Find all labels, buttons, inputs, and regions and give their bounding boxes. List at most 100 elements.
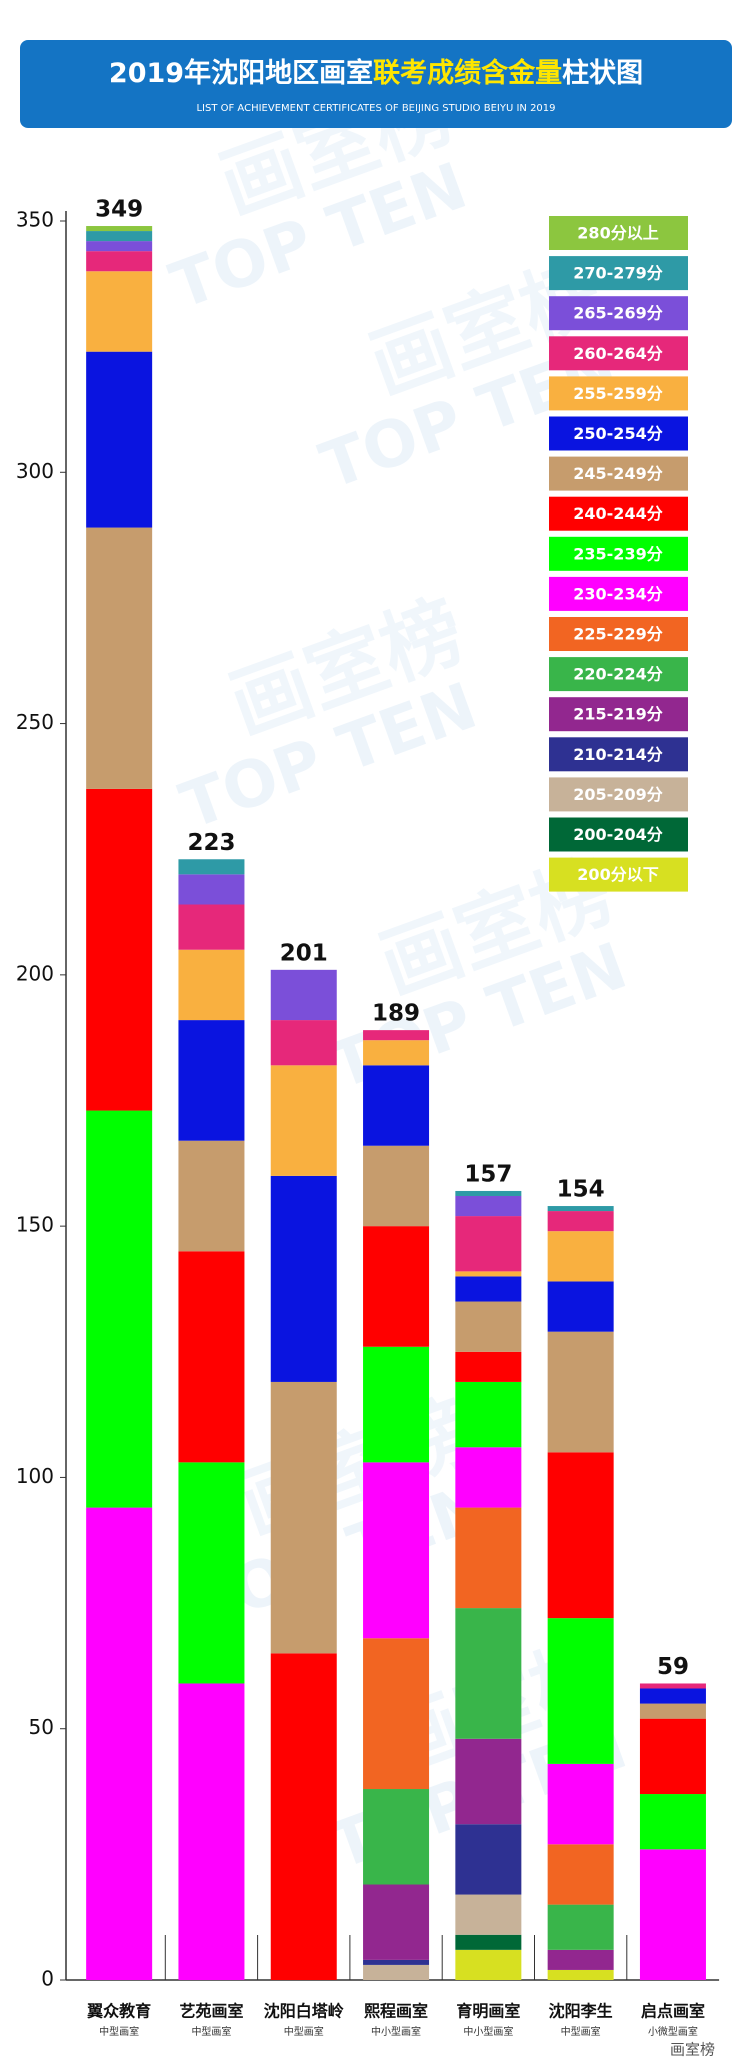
- y-tick-label: 350: [16, 208, 54, 232]
- bar-segment: [86, 527, 153, 789]
- bar-segment: [363, 1145, 430, 1227]
- legend-swatch: [549, 737, 688, 772]
- bar-segment: [639, 1703, 706, 1719]
- bar-segment: [547, 1206, 614, 1212]
- bar-segment: [455, 1738, 522, 1825]
- bar-segment: [270, 1175, 337, 1382]
- bar-segment: [86, 351, 153, 528]
- bar-segment: [178, 874, 245, 905]
- bar-segment: [363, 1226, 430, 1347]
- total-label: 223: [187, 830, 235, 856]
- bar-segment: [547, 1763, 614, 1845]
- bar-segment: [639, 1794, 706, 1850]
- bar-segment: [639, 1849, 706, 1980]
- total-label: 189: [372, 1001, 420, 1027]
- legend-label: 200-204分: [573, 825, 662, 844]
- bar-segment: [639, 1688, 706, 1704]
- y-tick-label: 150: [16, 1213, 54, 1237]
- bar-segment: [455, 1351, 522, 1382]
- legend-label: 240-244分: [573, 504, 662, 523]
- bar-segment: [455, 1381, 522, 1448]
- chart-title: 2019年沈阳地区画室联考成绩含金量柱状图: [109, 57, 643, 89]
- legend-swatch: [549, 536, 688, 571]
- legend-label: 270-279分: [573, 264, 662, 283]
- bar-segment: [363, 1789, 430, 1885]
- bar-segment: [455, 1195, 522, 1217]
- x-tick-label: 启点画室: [641, 2002, 705, 2021]
- legend-swatch: [549, 777, 688, 812]
- bar-segment: [547, 1949, 614, 1970]
- credit: 画室榜: [670, 2041, 715, 2059]
- bar-segment: [363, 1065, 430, 1146]
- bar-segment: [178, 1140, 245, 1252]
- bar-segment: [547, 1211, 614, 1232]
- category-note: 中型画室: [561, 2025, 601, 2038]
- total-label: 349: [95, 197, 143, 223]
- legend-swatch: [549, 216, 688, 250]
- chart-subtitle: LIST OF ACHIEVEMENT CERTIFICATES OF BEIJ…: [196, 103, 555, 114]
- category-note: 中型画室: [284, 2025, 324, 2038]
- bar-segment: [455, 1190, 522, 1196]
- bar-segment: [455, 1447, 522, 1508]
- bar-segment: [547, 1331, 614, 1453]
- title-banner: [20, 40, 732, 128]
- bar-segment: [547, 1231, 614, 1282]
- legend-label: 250-254分: [573, 424, 662, 443]
- bar-segment: [547, 1904, 614, 1950]
- title-part: 柱状图: [562, 58, 643, 89]
- legend-swatch: [549, 296, 688, 331]
- bar-segment: [178, 1462, 245, 1684]
- legend-label: 245-249分: [573, 464, 662, 483]
- category-note: 中小型画室: [371, 2025, 421, 2038]
- legend-swatch: [549, 857, 688, 892]
- y-tick-label: 250: [16, 710, 54, 734]
- bar-segment: [547, 1281, 614, 1332]
- legend-label: 265-269分: [573, 304, 662, 323]
- bar-segment: [270, 1065, 337, 1176]
- bar-segment: [86, 788, 153, 1111]
- bar-segment: [270, 969, 337, 1021]
- bar-segment: [178, 1251, 245, 1463]
- legend-label: 215-219分: [573, 705, 662, 724]
- legend-label: 230-234分: [573, 584, 662, 603]
- x-tick-label: 沈阳白塔岭: [264, 2002, 344, 2021]
- bar-segment: [178, 904, 245, 950]
- bar-segment: [363, 1462, 430, 1639]
- x-tick-label: 艺苑画室: [179, 2002, 243, 2021]
- legend-label: 225-229分: [573, 625, 662, 644]
- bar-segment: [363, 1030, 430, 1041]
- title-part: 联考成绩含金量: [373, 57, 562, 89]
- bar-segment: [86, 251, 153, 272]
- bar-segment: [178, 1020, 245, 1141]
- y-tick-label: 100: [16, 1464, 54, 1488]
- bar-segment: [547, 1969, 614, 1980]
- legend-label: 200分以下: [577, 865, 658, 884]
- category-note: 小微型画室: [648, 2025, 698, 2038]
- y-tick-label: 200: [16, 961, 54, 985]
- legend-swatch: [549, 697, 688, 732]
- legend-label: 220-224分: [573, 665, 662, 684]
- bar-segment: [178, 859, 245, 875]
- bar-segment: [455, 1216, 522, 1272]
- total-label: 157: [464, 1161, 512, 1187]
- legend-swatch: [549, 376, 688, 411]
- legend-swatch: [549, 496, 688, 531]
- bar-segment: [363, 1884, 430, 1960]
- bar-segment: [270, 1020, 337, 1066]
- bar-segment: [455, 1276, 522, 1302]
- legend-label: 205-209分: [573, 785, 662, 804]
- bar-segment: [455, 1608, 522, 1739]
- legend-label: 260-264分: [573, 344, 662, 363]
- legend-label: 280分以上: [577, 224, 658, 243]
- legend-label: 210-214分: [573, 745, 662, 764]
- legend-swatch: [549, 336, 688, 371]
- bar-segment: [86, 1507, 153, 1980]
- legend-label: 255-259分: [573, 384, 662, 403]
- bar-segment: [455, 1507, 522, 1609]
- category-note: 中型画室: [191, 2025, 231, 2038]
- legend-swatch: [549, 657, 688, 692]
- x-tick-label: 育明画室: [456, 2002, 520, 2021]
- bar-segment: [547, 1452, 614, 1619]
